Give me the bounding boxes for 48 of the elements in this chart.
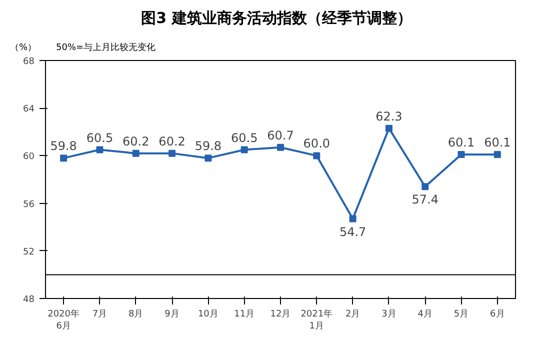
text: 59.8 [50,139,77,154]
x-tick-label: 4月 [418,310,432,320]
text: 60.1 [484,136,511,150]
text: 62.3 [376,109,402,124]
y-tick-label: 68 [23,57,35,67]
point [385,124,392,132]
x-tick-label: 3月 [382,310,396,320]
y-tick-label: 60 [23,152,35,162]
y-tick-label: 52 [23,247,34,258]
point [494,151,501,158]
point [204,154,212,162]
x-tick-label: 7月 [92,310,108,320]
point [349,215,356,222]
x-tick-label: 6月 [490,310,505,320]
text: 60.1 [448,136,475,150]
x-tick-label: 12月 [270,310,291,320]
y-tick-label: 48 [23,295,35,305]
text: 60.2 [122,134,150,148]
point [132,150,140,157]
text: 60.2 [158,134,186,148]
x-tick-label: 2月 [345,310,360,320]
point [277,144,284,151]
point [458,151,465,158]
text: 59.8 [194,139,222,154]
text: 60.7 [267,128,294,142]
y-axis-title: （%） [10,42,38,55]
text: 60.0 [303,136,330,151]
y-tick-label: 56 [23,200,35,210]
chart-title: 图3 建筑业商务活动指数（经季节调整） [140,8,413,29]
point [60,154,68,162]
text: 57.4 [412,192,438,207]
point [240,146,248,154]
point [313,152,320,160]
x-tick-label: 11月 [234,310,255,320]
text: 60.5 [86,130,114,145]
point [96,146,104,154]
x-tick-label: 2020年 6月 [48,308,80,332]
x-tick-label: 10月 [198,310,218,320]
point [168,150,176,157]
y-tick-label: 64 [23,104,35,115]
x-tick-label: 8月 [128,310,144,320]
x-tick-label: 9月 [164,310,180,320]
x-tick-label: 2021年 1月 [300,308,333,332]
text: 60.5 [230,130,258,145]
text: 54.7 [339,224,366,239]
point [422,183,429,190]
text: 50%=与上月比较无变化 [56,43,156,53]
x-tick-label: 5月 [454,310,469,320]
